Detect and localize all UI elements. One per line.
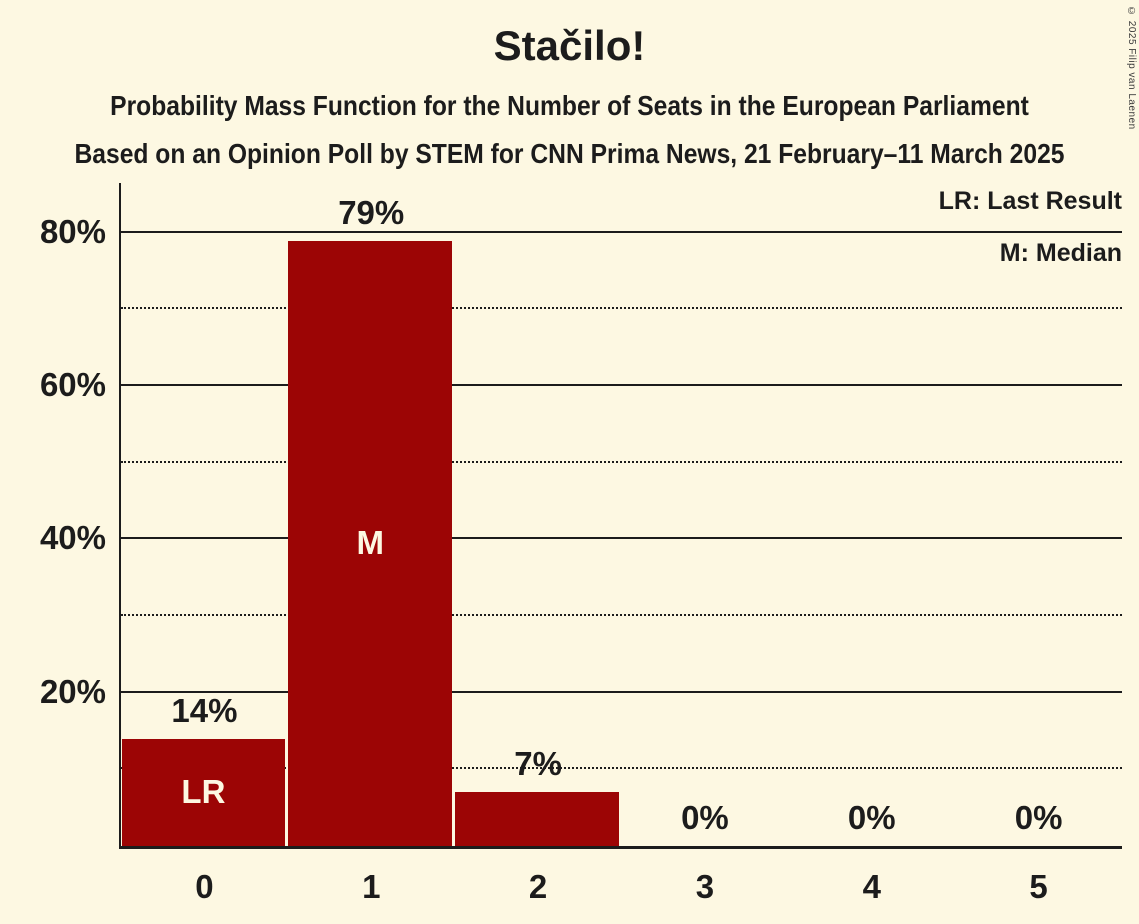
- bar-value-label: 0%: [847, 799, 896, 836]
- gridline-dotted: [121, 767, 1122, 770]
- gridline-solid: [121, 537, 1122, 540]
- bar-slot: 7% 2: [455, 183, 622, 905]
- gridline-dotted: [121, 614, 1122, 617]
- gridline-solid: [121, 230, 1122, 233]
- gridline-solid: [121, 690, 1122, 693]
- chart-subtitle: Probability Mass Function for the Number…: [110, 90, 1029, 121]
- page-title: Stačilo!: [493, 22, 646, 69]
- bar: [121, 738, 286, 846]
- bar-value-label: 7%: [514, 745, 562, 783]
- legend-last-result: LR: Last Result: [938, 187, 1122, 215]
- bar-value-label: 0%: [1014, 799, 1063, 836]
- y-tick-label: 60%: [39, 366, 106, 404]
- bar-slot: LR 14% 0: [121, 183, 288, 905]
- gridline-dotted: [121, 460, 1122, 463]
- x-tick-label: 3: [695, 868, 715, 905]
- bar: [288, 240, 453, 846]
- gridline-dotted: [121, 307, 1122, 310]
- bar: [455, 792, 619, 846]
- bar-value-label: 14%: [171, 691, 238, 729]
- x-tick-label: 0: [195, 868, 214, 905]
- bar-slot: 0% 3: [622, 183, 789, 905]
- y-tick-label: 40%: [39, 519, 106, 557]
- x-tick-label: 4: [862, 868, 881, 905]
- bar-slot: M 79% 1: [288, 183, 455, 905]
- x-tick-label: 2: [528, 868, 548, 905]
- plot-area: LR: Last Result M: Median 20% 40% 60% 80% LR…: [40, 183, 1122, 905]
- bar-inner-label: M: [356, 524, 384, 562]
- copyright-notice: © 2025 Filip van Laenen: [1126, 6, 1137, 130]
- y-tick-label: 80%: [39, 213, 106, 251]
- bar-value-label: 0%: [681, 799, 729, 836]
- bar-slot: 0% 5: [955, 183, 1122, 905]
- x-tick-label: 5: [1029, 868, 1048, 905]
- x-tick-label: 1: [362, 868, 381, 905]
- bar-value-label: 79%: [338, 193, 405, 231]
- y-tick-label: 20%: [39, 672, 106, 710]
- legend-median: M: Median: [999, 239, 1122, 267]
- poll-details: Based on an Opinion Poll by STEM for CNN…: [74, 138, 1065, 169]
- bar-inner-label: LR: [181, 773, 226, 811]
- gridline-solid: [121, 384, 1122, 387]
- bar-slot: 0% 4: [788, 183, 955, 905]
